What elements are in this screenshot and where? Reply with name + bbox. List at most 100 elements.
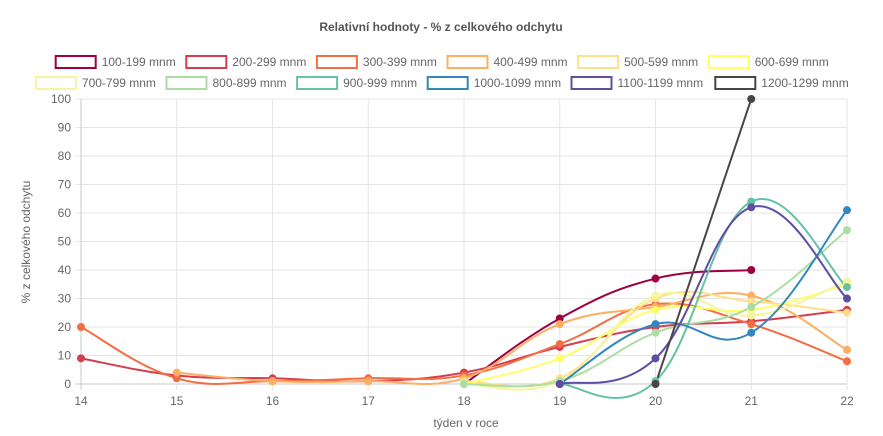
x-axis: 14 15 16 17 18 19 20 21 22 xyxy=(74,394,854,408)
data-point[interactable] xyxy=(747,95,756,103)
legend-label: 1000-1099 mnm xyxy=(474,76,561,90)
legend-swatch xyxy=(714,76,757,90)
y-tick-label: 80 xyxy=(58,149,72,163)
data-point[interactable] xyxy=(77,323,85,331)
legend-label: 300-399 mnm xyxy=(363,55,437,69)
data-point[interactable] xyxy=(747,303,756,312)
series-line xyxy=(176,292,848,386)
data-point[interactable] xyxy=(555,320,564,329)
legend-item[interactable]: 100-199 mnm xyxy=(54,55,176,69)
data-point[interactable] xyxy=(651,354,660,363)
series-line xyxy=(654,98,753,385)
legend-item[interactable]: 1100-1199 mnm xyxy=(570,76,704,90)
data-point[interactable] xyxy=(843,226,851,235)
data-point[interactable] xyxy=(651,291,660,300)
legend-item[interactable]: 500-599 mnm xyxy=(577,55,698,69)
data-point[interactable] xyxy=(747,311,756,320)
data-point[interactable] xyxy=(843,357,851,366)
data-point[interactable] xyxy=(747,328,756,337)
legend-label: 400-499 mnm xyxy=(494,55,568,69)
grid xyxy=(75,98,848,390)
series-line xyxy=(559,205,848,385)
legend-swatch xyxy=(570,76,613,90)
y-tick-label: 30 xyxy=(58,292,72,306)
data-point[interactable] xyxy=(843,283,851,292)
legend-swatch xyxy=(707,55,750,69)
data-point[interactable] xyxy=(651,328,660,337)
legend-item[interactable]: 300-399 mnm xyxy=(315,55,437,69)
data-point[interactable] xyxy=(555,340,564,349)
y-tick-label: 20 xyxy=(58,320,72,334)
legend-item[interactable]: 200-299 mnm xyxy=(185,55,306,69)
legend: 100-199 mnm 200-299 mnm 300-399 mnm 400-499… xyxy=(34,55,849,90)
legend-swatch xyxy=(315,55,358,69)
y-tick-label: 70 xyxy=(58,178,72,192)
x-tick-label: 22 xyxy=(840,394,854,408)
legend-item[interactable]: 1000-1099 mnm xyxy=(426,76,561,90)
legend-swatch xyxy=(296,76,339,90)
x-tick-label: 18 xyxy=(457,394,471,408)
series-points xyxy=(77,95,851,388)
x-tick-label: 15 xyxy=(170,394,184,408)
y-tick-label: 60 xyxy=(58,206,72,220)
y-axis-label: % z celkového odchytu xyxy=(19,181,33,304)
data-point[interactable] xyxy=(747,203,756,212)
legend-label: 900-999 mnm xyxy=(343,76,417,90)
x-tick-label: 17 xyxy=(362,394,376,408)
y-tick-label: 0 xyxy=(64,377,71,391)
data-point[interactable] xyxy=(843,308,851,317)
data-point[interactable] xyxy=(843,345,851,354)
data-point[interactable] xyxy=(268,377,277,386)
legend-item[interactable]: 400-499 mnm xyxy=(446,55,568,69)
y-tick-label: 40 xyxy=(58,263,72,277)
legend-label: 800-899 mnm xyxy=(213,76,287,90)
series-line xyxy=(463,269,752,385)
data-point[interactable] xyxy=(651,380,660,388)
data-point[interactable] xyxy=(651,305,660,314)
legend-label: 1200-1299 mnm xyxy=(761,76,848,90)
legend-swatch xyxy=(54,55,97,69)
data-point[interactable] xyxy=(843,294,851,303)
data-point[interactable] xyxy=(555,354,564,363)
legend-label: 700-799 mnm xyxy=(82,76,156,90)
legend-item[interactable]: 1200-1299 mnm xyxy=(714,76,849,90)
y-axis: 0 10 20 30 40 50 60 70 80 90 100 xyxy=(51,92,71,391)
data-point[interactable] xyxy=(77,354,85,363)
x-tick-label: 20 xyxy=(649,394,663,408)
series-line xyxy=(559,209,848,385)
x-tick-label: 19 xyxy=(553,394,567,408)
data-point[interactable] xyxy=(651,274,660,283)
legend-swatch xyxy=(185,55,228,69)
legend-item[interactable]: 600-699 mnm xyxy=(707,55,829,69)
y-tick-label: 90 xyxy=(58,121,72,135)
data-point[interactable] xyxy=(747,266,756,274)
x-axis-label: týden v roce xyxy=(433,416,499,430)
legend-label: 1100-1199 mnm xyxy=(618,76,704,90)
legend-label: 600-699 mnm xyxy=(755,55,829,69)
legend-label: 100-199 mnm xyxy=(102,55,176,69)
legend-swatch xyxy=(426,76,469,90)
data-point[interactable] xyxy=(747,320,756,329)
data-point[interactable] xyxy=(555,380,564,388)
series-line xyxy=(80,302,848,385)
legend-swatch xyxy=(34,76,77,90)
x-tick-label: 21 xyxy=(745,394,759,408)
chart-title: Relativní hodnoty - % z celkového odchyt… xyxy=(319,20,562,34)
legend-item[interactable]: 700-799 mnm xyxy=(34,76,156,90)
legend-label: 200-299 mnm xyxy=(232,55,306,69)
data-point[interactable] xyxy=(460,380,468,388)
y-tick-label: 10 xyxy=(58,349,72,363)
legend-swatch xyxy=(446,55,489,69)
y-tick-label: 50 xyxy=(58,235,72,249)
series-line xyxy=(559,198,848,399)
x-tick-label: 14 xyxy=(74,394,88,408)
legend-swatch xyxy=(577,55,620,69)
data-point[interactable] xyxy=(843,206,851,215)
legend-item[interactable]: 900-999 mnm xyxy=(296,76,417,90)
data-point[interactable] xyxy=(172,368,181,377)
legend-item[interactable]: 800-899 mnm xyxy=(165,76,287,90)
data-point[interactable] xyxy=(364,377,373,386)
x-tick-label: 16 xyxy=(266,394,280,408)
data-point[interactable] xyxy=(651,320,660,329)
